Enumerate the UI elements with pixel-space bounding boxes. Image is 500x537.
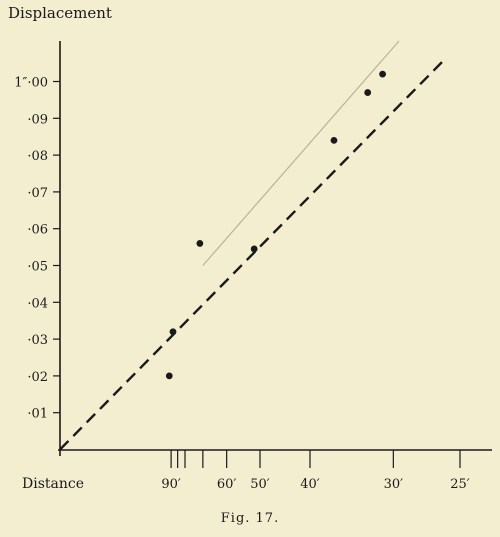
- data-point: [364, 89, 372, 96]
- figure-caption: Fig. 17.: [221, 511, 279, 526]
- x-tick-label: 90′: [161, 477, 181, 492]
- x-tick-label: 30′: [384, 477, 404, 492]
- y-tick-label: ·05: [27, 260, 48, 275]
- data-point: [250, 245, 258, 253]
- data-point: [169, 328, 177, 336]
- data-point: [379, 70, 386, 78]
- faint-fit-line: [202, 40, 400, 266]
- data-point: [165, 372, 173, 380]
- y-tick-label: ·01: [27, 407, 48, 422]
- x-tick-label: 50′: [250, 477, 270, 492]
- x-axis-label: Distance: [22, 476, 84, 492]
- x-tick-label: 40′: [300, 477, 320, 492]
- y-tick-label: ·09: [27, 112, 48, 127]
- data-point: [330, 136, 338, 144]
- y-tick-label: 1″·00: [14, 76, 48, 91]
- y-tick-label: ·06: [27, 223, 48, 238]
- data-point: [196, 240, 204, 247]
- y-tick-label: ·07: [27, 186, 48, 201]
- x-tick-label: 25′: [450, 477, 470, 492]
- x-tick-label: 60′: [217, 477, 237, 492]
- y-tick-label: ·04: [27, 296, 48, 311]
- y-tick-label: ·02: [27, 370, 48, 385]
- y-axis-label: Displacement: [8, 4, 112, 22]
- y-tick-label: ·03: [27, 333, 48, 348]
- y-tick-label: ·08: [27, 149, 48, 164]
- dashed-fit-line: [59, 58, 446, 451]
